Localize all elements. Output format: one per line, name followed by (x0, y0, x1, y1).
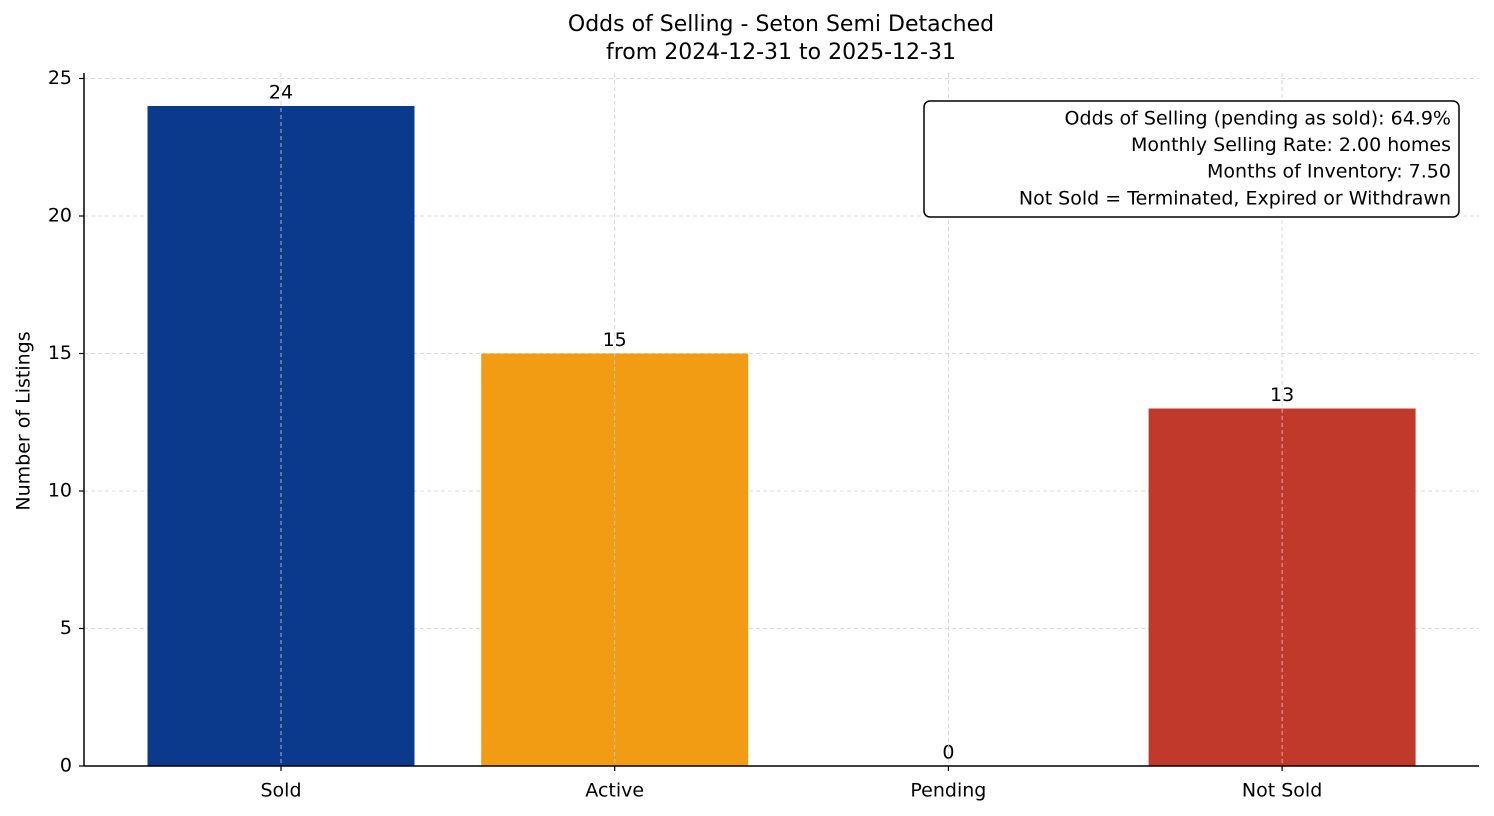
x-tick-label: Active (585, 780, 644, 802)
y-tick-label: 5 (60, 617, 72, 639)
annotation-text: Monthly Selling Rate: 2.00 homes (1131, 134, 1451, 156)
y-axis-label: Number of Listings (13, 331, 35, 510)
annotation-text: Odds of Selling (pending as sold): 64.9% (1065, 108, 1451, 130)
y-tick-label: 20 (48, 205, 72, 227)
chart-title: Odds of Selling - Seton Semi Detached (568, 12, 994, 37)
x-tick-label: Pending (910, 780, 986, 802)
x-tick-label: Not Sold (1242, 780, 1322, 802)
annotation-text: Not Sold = Terminated, Expired or Withdr… (1019, 187, 1451, 209)
y-tick-label: 15 (48, 342, 72, 364)
y-tick-label: 25 (48, 67, 72, 89)
y-tick-label: 10 (48, 480, 72, 502)
y-tick-label: 0 (60, 755, 72, 777)
annotation-box (923, 100, 1460, 218)
bar (147, 106, 415, 766)
value-label: 24 (269, 82, 293, 104)
x-tick-label: Sold (260, 780, 301, 802)
chart-subtitle: from 2024-12-31 to 2025-12-31 (606, 40, 956, 65)
annotation-text: Months of Inventory: 7.50 (1207, 161, 1451, 183)
